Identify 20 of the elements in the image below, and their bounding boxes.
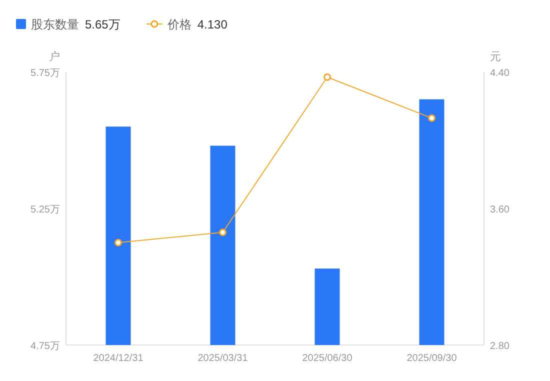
y2-tick-label: 4.40 (490, 68, 510, 79)
point (324, 73, 331, 81)
y2-axis-title: 元 (490, 51, 501, 63)
legend-label: 股东数量 (31, 18, 79, 32)
x-tick-label: 2025/06/30 (302, 353, 353, 364)
text: 4.130 (197, 18, 228, 32)
x-tick-label: 2024/12/31 (93, 353, 144, 364)
legend-label: 价格 (166, 18, 192, 32)
y-axis-title: 户 (49, 50, 60, 63)
y2-tick-label: 2.80 (490, 341, 510, 352)
y-tick-label: 5.25万 (30, 204, 60, 216)
x-tick-label: 2025/09/30 (406, 353, 458, 364)
text: 5.65万 (85, 18, 120, 32)
x-tick-label: 2025/03/31 (198, 353, 248, 364)
y2-tick-label: 3.60 (490, 204, 510, 216)
point (219, 228, 226, 236)
y-tick-label: 4.75万 (30, 341, 60, 352)
point (428, 114, 436, 122)
point (114, 238, 122, 246)
y-tick-label: 5.75万 (30, 68, 60, 79)
